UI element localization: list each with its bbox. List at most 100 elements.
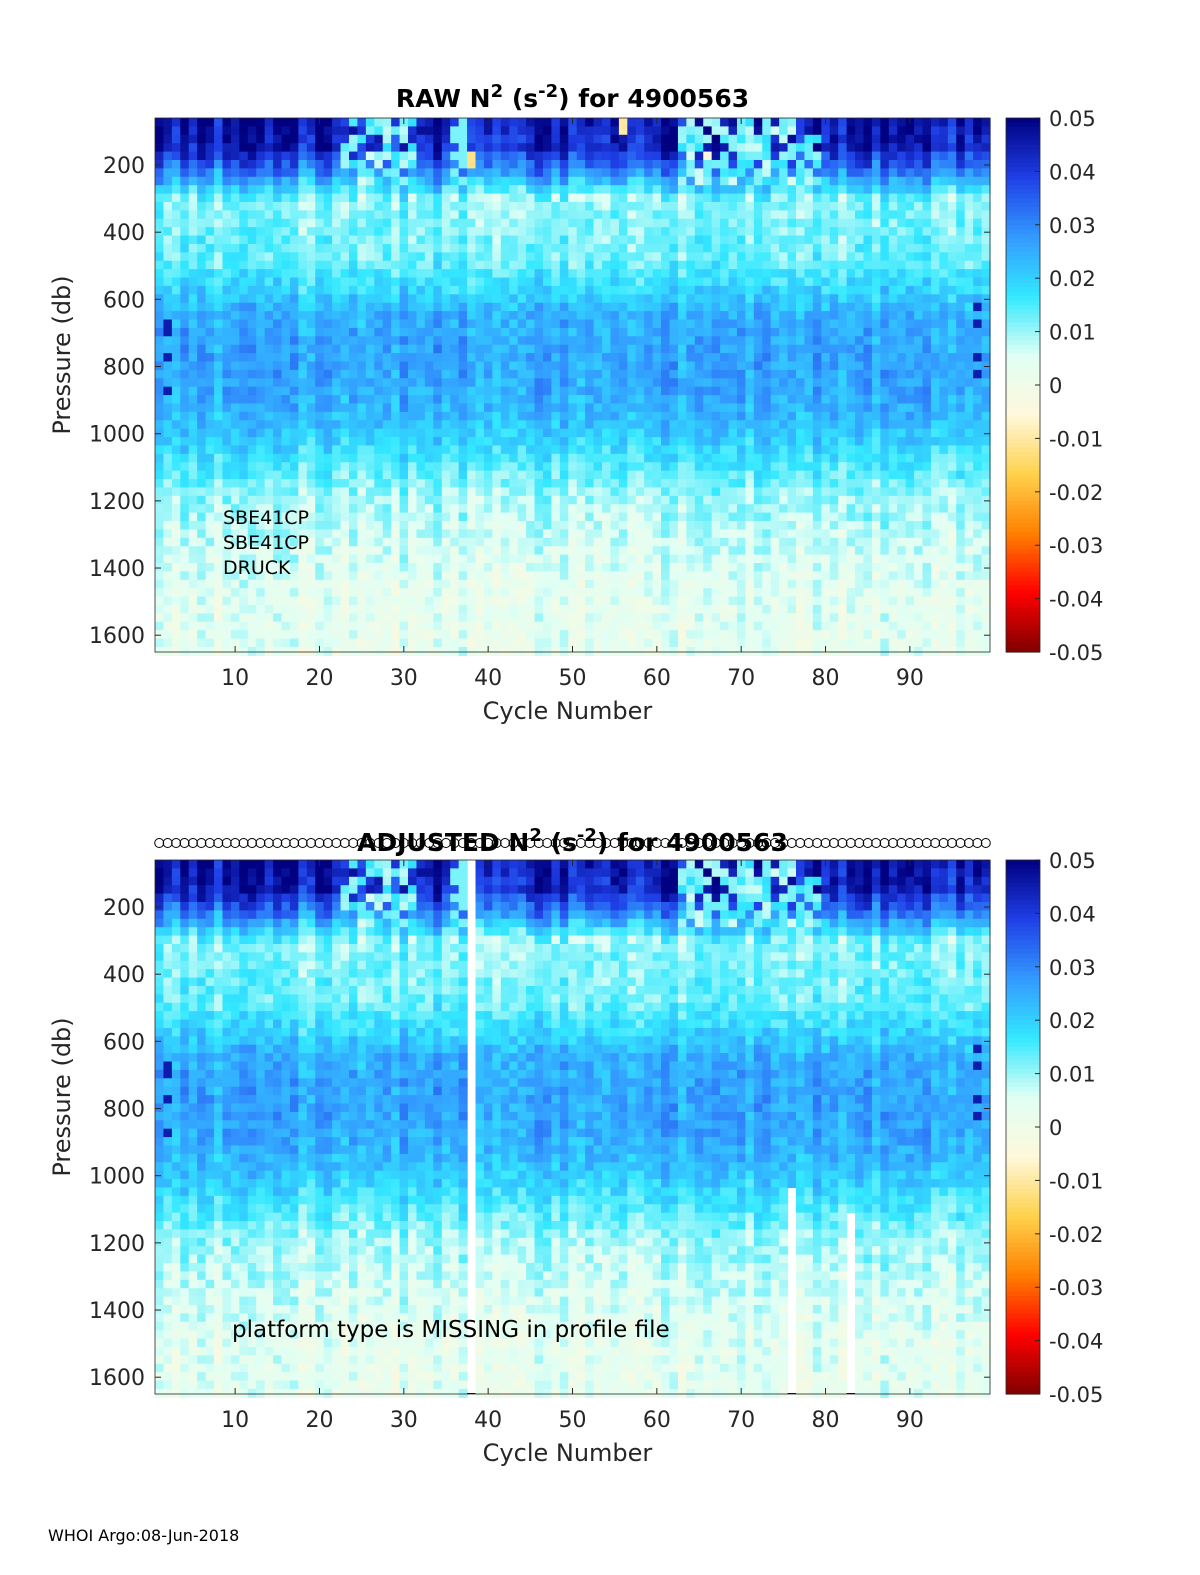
heatmap-cell	[332, 378, 342, 388]
heatmap-cell	[441, 277, 451, 287]
heatmap-cell	[348, 571, 359, 581]
heatmap-cell	[796, 495, 806, 505]
heatmap-cell	[306, 588, 316, 598]
heatmap-cell	[770, 210, 780, 220]
heatmap-cell	[500, 521, 510, 531]
heatmap-cell	[644, 218, 654, 228]
heatmap-cell	[256, 521, 266, 531]
heatmap-cell	[770, 218, 780, 228]
heatmap-cell	[534, 537, 544, 547]
heatmap-cell	[736, 252, 746, 262]
heatmap-cell	[576, 395, 586, 405]
heatmap-cell	[450, 512, 460, 522]
heatmap-cell	[416, 378, 426, 388]
heatmap-cell	[644, 395, 654, 405]
heatmap-cell	[711, 134, 721, 144]
heatmap-cell	[467, 193, 477, 203]
heatmap-cell	[256, 378, 266, 388]
heatmap-cell	[703, 487, 713, 497]
heatmap-cell	[475, 479, 485, 489]
heatmap-cell	[585, 588, 595, 598]
heatmap-cell	[357, 151, 367, 161]
heatmap-cell	[332, 646, 342, 656]
heatmap-cell	[542, 319, 553, 329]
heatmap-cell	[753, 243, 763, 253]
heatmap-cell	[332, 235, 342, 245]
heatmap-cell	[509, 176, 519, 186]
heatmap-cell	[669, 453, 679, 463]
heatmap-cell	[787, 621, 797, 631]
heatmap-cell	[332, 596, 342, 606]
heatmap-cell	[677, 386, 687, 396]
heatmap-cell	[391, 143, 401, 153]
heatmap-cell	[450, 453, 460, 463]
heatmap-cell	[298, 403, 308, 413]
heatmap-cell	[348, 210, 359, 220]
heatmap-cell	[492, 378, 502, 388]
heatmap-cell	[239, 260, 249, 270]
heatmap-cell	[745, 621, 755, 631]
heatmap-cell	[424, 646, 434, 656]
heatmap-cell	[559, 227, 569, 237]
heatmap-cell	[348, 294, 359, 304]
heatmap-cell	[610, 487, 620, 497]
heatmap-cell	[483, 210, 493, 220]
heatmap-cell	[365, 235, 375, 245]
heatmap-cell	[306, 294, 316, 304]
heatmap-cell	[787, 218, 797, 228]
heatmap-cell	[526, 428, 536, 438]
heatmap-cell	[171, 344, 181, 354]
heatmap-cell	[517, 546, 527, 556]
heatmap-cell	[500, 378, 510, 388]
heatmap-cell	[677, 521, 687, 531]
heatmap-cell	[753, 369, 763, 379]
heatmap-cell	[264, 571, 274, 581]
heatmap-cell	[163, 302, 173, 312]
heatmap-cell	[745, 185, 755, 195]
heatmap-cell	[559, 159, 569, 169]
heatmap-cell	[188, 437, 198, 447]
heatmap-cell	[610, 613, 620, 623]
heatmap-cell	[214, 319, 224, 329]
heatmap-cell	[686, 327, 696, 337]
heatmap-cell	[155, 546, 165, 556]
heatmap-cell	[180, 462, 190, 472]
heatmap-cell	[416, 361, 426, 371]
heatmap-cell	[289, 159, 299, 169]
heatmap-cell	[779, 579, 789, 589]
heatmap-cell	[306, 395, 316, 405]
heatmap-cell	[787, 210, 797, 220]
heatmap-cell	[483, 386, 493, 396]
heatmap-cell	[408, 176, 418, 186]
heatmap-cell	[559, 277, 569, 287]
heatmap-cell	[323, 512, 333, 522]
heatmap-cell	[568, 235, 578, 245]
heatmap-cell	[753, 487, 763, 497]
heatmap-cell	[526, 126, 536, 136]
heatmap-cell	[770, 621, 780, 631]
heatmap-cell	[180, 327, 190, 337]
heatmap-cell	[483, 277, 493, 287]
heatmap-cell	[247, 571, 257, 581]
heatmap-cell	[652, 369, 662, 379]
heatmap-cell	[247, 378, 257, 388]
heatmap-cell	[424, 621, 434, 631]
heatmap-cell	[661, 302, 671, 312]
heatmap-cell	[222, 227, 232, 237]
heatmap-cell	[711, 571, 721, 581]
heatmap-cell	[441, 285, 451, 295]
heatmap-cell	[155, 218, 165, 228]
heatmap-cell	[787, 487, 797, 497]
heatmap-cell	[332, 269, 342, 279]
heatmap-cell	[332, 487, 342, 497]
heatmap-cell	[281, 193, 291, 203]
heatmap-cell	[382, 210, 392, 220]
heatmap-cell	[618, 588, 628, 598]
heatmap-cell	[180, 596, 190, 606]
heatmap-cell	[475, 445, 485, 455]
heatmap-cell	[323, 604, 333, 614]
heatmap-cell	[677, 470, 687, 480]
heatmap-cell	[475, 521, 485, 531]
heatmap-cell	[188, 277, 198, 287]
heatmap-cell	[728, 176, 738, 186]
